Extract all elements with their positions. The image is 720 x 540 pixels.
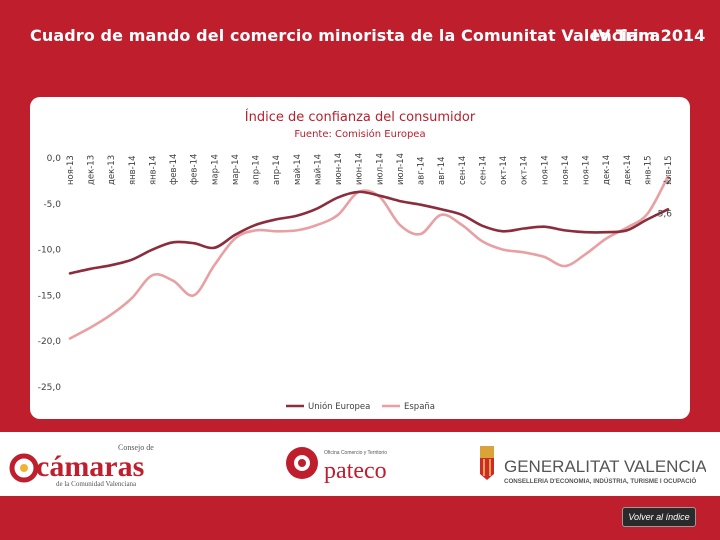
x-tick-label: мар-14 [210,154,220,185]
generalitat-crest-top-icon [480,446,494,458]
chart-title: Índice de confianza del consumidor [245,109,476,125]
x-tick-label: окт-14 [520,156,530,185]
x-tick-label: апр-14 [272,155,282,185]
x-tick-label: май-14 [313,154,323,185]
end-value-label: -2 [663,176,672,186]
series-line-unión-europea [68,190,670,275]
x-tick-label: сен-14 [478,156,488,185]
generalitat-logo: GENERALITAT VALENCIANA CONSELLERIA D'ECO… [480,446,706,485]
x-tick-label: июн-14 [355,153,365,185]
x-tick-label: дек-14 [623,155,633,185]
pateco-caption: Oficina Comercio y Territorio [324,450,387,456]
pateco-name: pateco [324,458,387,484]
x-tick-label: сен-14 [458,156,468,185]
x-tick-label: ноя-13 [66,155,76,185]
x-tick-label: авг-14 [417,156,427,185]
logos-band: Consejo de cámaras de la Comunidad Valen… [0,432,720,496]
x-tick-label: мар-14 [231,154,241,185]
generalitat-department: CONSELLERIA D'ECONOMIA, INDÚSTRIA, TURIS… [504,477,696,485]
x-tick-label: янв-14 [128,155,138,185]
period-label: IV Trim 2014 [592,26,706,45]
page-title: Cuadro de mando del comercio minorista d… [30,26,661,45]
y-tick-label: -20,0 [38,337,62,347]
y-tick-label: -5,0 [43,200,61,210]
x-tick-label: ноя-14 [540,155,550,185]
generalitat-crest-icon [480,458,494,480]
y-tick-label: -15,0 [38,291,62,301]
camaras-prefix: Consejo de [118,443,154,452]
x-tick-label: фев-14 [190,154,200,185]
camaras-name: cámaras [36,450,144,483]
x-tick-label: фев-14 [169,154,179,185]
chart-subtitle: Fuente: Comisión Europea [294,128,425,140]
y-tick-label: -25,0 [38,383,62,393]
pateco-logo: Oficina Comercio y Territorio pateco [286,447,387,484]
x-tick-label: ноя-14 [561,155,571,185]
x-tick-label: май-14 [293,154,303,185]
legend-label: España [404,402,435,412]
back-to-index-button[interactable]: Volver al índice [622,507,696,527]
x-tick-label: июл-14 [396,153,406,185]
x-tick-label: июл-14 [375,153,385,185]
x-tick-label: авг-14 [437,156,447,185]
x-tick-label: июн-14 [334,153,344,185]
x-tick-label: ноя-14 [582,155,592,185]
pateco-emblem-core-icon [298,459,306,467]
chart-panel: Índice de confianza del consumidor Fuent… [30,97,690,419]
camaras-emblem-icon [9,453,39,483]
x-tick-label: янв-15 [643,155,653,185]
y-tick-label: -10,0 [38,246,62,256]
x-tick-label: янв-14 [148,155,158,185]
x-tick-label: апр-14 [252,155,262,185]
y-tick-label: 0,0 [47,154,62,164]
camaras-logo: Consejo de cámaras de la Comunidad Valen… [9,443,154,488]
end-value-label: -5,6 [654,209,672,219]
x-tick-label: янв-15 [664,155,674,185]
x-tick-label: дек-14 [602,155,612,185]
series-line-españa [68,175,670,340]
legend-label: Unión Europea [308,401,370,412]
consumer-confidence-chart: Índice de confianza del consumidor Fuent… [38,109,674,412]
x-tick-label: дек-13 [87,155,97,185]
x-tick-label: окт-14 [499,156,509,185]
x-tick-label: дек-13 [107,155,117,185]
generalitat-name: GENERALITAT VALENCIANA [504,457,706,476]
camaras-suffix: de la Comunidad Valenciana [56,480,137,488]
camaras-emblem-dot-icon [20,464,28,472]
